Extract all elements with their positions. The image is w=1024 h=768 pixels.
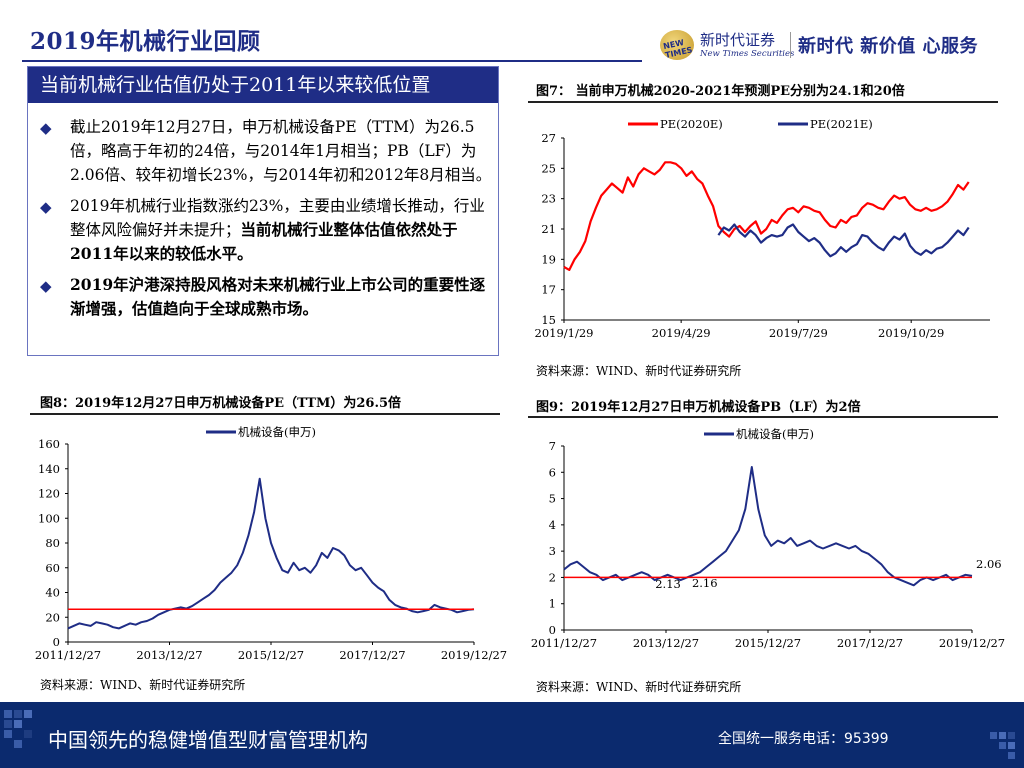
series-line-0	[563, 161, 970, 271]
y-tick-label: 120	[38, 487, 60, 501]
legend-label-1: PE(2021E)	[810, 117, 873, 131]
x-tick-label: 2011/12/27	[35, 648, 101, 662]
y-tick-label: 140	[38, 462, 60, 476]
y-tick-label: 2	[549, 570, 556, 584]
y-tick-label: 15	[541, 313, 556, 327]
logo-seal-text: NEW TIMES	[662, 37, 694, 60]
y-tick-label: 5	[549, 492, 556, 506]
y-tick-label: 6	[549, 465, 556, 479]
brand-logo: NEW TIMES 新时代证券 New Times Securities 新时代…	[660, 30, 1000, 62]
data-label: 2.16	[692, 576, 718, 590]
x-tick-label: 2017/12/27	[339, 648, 405, 662]
legend-label-0: 机械设备(申万)	[238, 425, 316, 439]
bullet-bold-text: 当前机械行业整体估值依然处于2011年以来的较低水平。	[70, 220, 458, 263]
logo-english-name: New Times Securities	[700, 49, 795, 59]
logo-divider	[790, 32, 791, 58]
x-tick-label: 2019/12/27	[939, 636, 1005, 650]
y-tick-label: 1	[549, 597, 556, 611]
x-tick-label: 2015/12/27	[735, 636, 801, 650]
x-tick-label: 2013/12/27	[633, 636, 699, 650]
fig9-title: 图9：2019年12月27日申万机械设备PB（LF）为2倍	[536, 400, 861, 415]
diamond-bullet-icon: ◆	[40, 198, 52, 216]
y-tick-label: 0	[549, 623, 556, 637]
y-tick-label: 0	[53, 635, 60, 649]
x-tick-label: 2015/12/27	[238, 648, 304, 662]
bullet-text: 2019年机械行业指数涨约23%，主要由业绩增长推动，行业整体风险偏好并未提升；	[70, 197, 485, 239]
fig8-chart: 0 20 40 60 80 100 120 140 160 2011/12/27 2013/12/2…	[35, 425, 507, 662]
fig9-chart: 0 1 2 3 4 5 6 7 2011/12/27 2013/12/27 2015/12/27 20…	[531, 427, 1005, 650]
summary-bullets: ◆ 截止2019年12月27日，申万机械设备PE（TTM）为26.5倍，略高于年初…	[38, 115, 494, 328]
x-tick-label: 2011/12/27	[531, 636, 597, 650]
x-tick-label: 2013/12/27	[136, 648, 202, 662]
title-divider	[22, 60, 642, 62]
bullet-text: 截止2019年12月27日，申万机械设备PE（TTM）为26.5倍，略高于年初的…	[70, 118, 492, 184]
fig9-title-rule	[528, 416, 998, 418]
footer-slogan: 中国领先的稳健增值型财富管理机构	[48, 728, 368, 752]
series-line-0	[563, 466, 973, 587]
y-tick-label: 19	[541, 252, 556, 266]
footer-left-pattern-icon	[4, 710, 32, 748]
series-line-0	[67, 477, 475, 630]
fig8-title-rule	[30, 413, 500, 415]
y-tick-label: 23	[541, 192, 556, 206]
page-title: 2019年机械行业回顾	[30, 28, 261, 55]
data-label: 2.13	[655, 577, 681, 591]
fig7-title: 图7： 当前申万机械2020-2021年预测PE分别为24.1和20倍	[536, 84, 905, 99]
y-tick-label: 40	[45, 586, 60, 600]
footer-phone: 全国统一服务电话：95399	[718, 731, 889, 747]
summary-box: 当前机械行业估值仍处于2011年以来较低位置 ◆ 截止2019年12月27日，申万…	[27, 66, 499, 356]
y-tick-label: 60	[45, 561, 60, 575]
legend-label-0: 机械设备(申万)	[736, 427, 814, 441]
x-tick-label: 2019/1/29	[535, 326, 594, 340]
data-label: 2.06	[976, 557, 1002, 571]
x-tick-label: 2019/10/29	[878, 326, 944, 340]
fig8-source: 资料来源：WIND、新时代证券研究所	[40, 678, 246, 692]
bullet-item: ◆ 2019年沪港深持股风格对未来机械行业上市公司的重要性逐渐增强，估值趋向于全球…	[38, 273, 494, 321]
diamond-bullet-icon: ◆	[40, 119, 52, 137]
fig7-chart: 15 17 19 21 23 25 27 2019/1/29 2019/4/29 2019/7/2…	[535, 117, 990, 340]
brand-slogan: 新时代 新价值 心服务	[798, 36, 979, 57]
y-tick-label: 21	[541, 222, 556, 236]
bullet-item: ◆ 2019年机械行业指数涨约23%，主要由业绩增长推动，行业整体风险偏好并未提升…	[38, 194, 494, 266]
y-tick-label: 17	[541, 283, 556, 297]
x-tick-label: 2019/7/29	[769, 326, 828, 340]
diamond-bullet-icon: ◆	[40, 277, 52, 295]
fig7-source: 资料来源：WIND、新时代证券研究所	[536, 364, 742, 378]
fig7-title-rule	[528, 101, 998, 103]
y-tick-label: 4	[549, 518, 556, 532]
logo-seal-icon: NEW TIMES	[660, 30, 694, 60]
y-tick-label: 27	[541, 131, 556, 145]
fig9-source: 资料来源：WIND、新时代证券研究所	[536, 680, 742, 694]
y-tick-label: 20	[45, 610, 60, 624]
summary-header: 当前机械行业估值仍处于2011年以来较低位置	[28, 67, 498, 103]
y-tick-label: 100	[38, 511, 60, 525]
legend-label-0: PE(2020E)	[660, 117, 723, 131]
y-tick-label: 80	[45, 536, 60, 550]
fig8-title: 图8：2019年12月27日申万机械设备PE（TTM）为26.5倍	[40, 396, 402, 411]
footer-right-pattern-icon	[990, 732, 1015, 759]
x-tick-label: 2019/12/27	[441, 648, 507, 662]
series-line-1	[717, 223, 970, 258]
y-tick-label: 7	[549, 439, 556, 453]
y-tick-label: 3	[549, 544, 556, 558]
y-tick-label: 25	[541, 161, 556, 175]
x-tick-label: 2019/4/29	[652, 326, 711, 340]
footer-bar	[0, 702, 1024, 768]
bullet-bold-text: 2019年沪港深持股风格对未来机械行业上市公司的重要性逐渐增强，估值趋向于全球成…	[70, 275, 486, 318]
y-tick-label: 160	[38, 437, 60, 451]
x-tick-label: 2017/12/27	[837, 636, 903, 650]
logo-chinese-name: 新时代证券	[700, 31, 776, 49]
bullet-item: ◆ 截止2019年12月27日，申万机械设备PE（TTM）为26.5倍，略高于年初…	[38, 115, 494, 187]
